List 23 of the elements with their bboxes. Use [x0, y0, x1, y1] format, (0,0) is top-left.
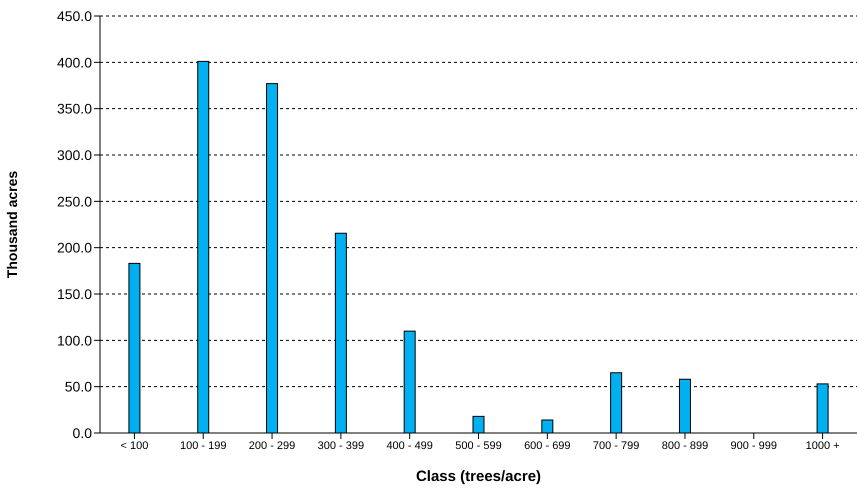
y-tick-label: 450.0 — [56, 8, 92, 24]
x-tick-label: 600 - 699 — [524, 440, 571, 452]
x-axis-title: Class (trees/acre) — [416, 468, 542, 485]
x-tick-label: 500 - 599 — [455, 440, 502, 452]
x-tick-label: 300 - 399 — [318, 440, 364, 452]
x-tick-label: 800 - 899 — [662, 440, 708, 452]
y-tick-label: 200.0 — [56, 240, 92, 256]
x-tick-label: 100 - 199 — [180, 440, 226, 452]
y-tick-label: 300.0 — [56, 146, 92, 163]
y-axis-title: Thousand acres — [4, 170, 20, 278]
x-tick-label: 200 - 299 — [248, 440, 296, 452]
y-tick-label: 150.0 — [56, 286, 92, 302]
x-tick-label: 400 - 499 — [386, 440, 433, 452]
x-tick-label: 1000 + — [806, 440, 840, 452]
y-tick-label: 50.0 — [64, 378, 92, 395]
y-tick-label: 100.0 — [56, 332, 92, 348]
x-tick-label: 900 - 999 — [730, 440, 778, 452]
y-tick-label: 250.0 — [56, 193, 92, 210]
y-tick-label: 0.0 — [72, 424, 92, 441]
x-tick-label: 700 - 799 — [592, 440, 640, 452]
y-tick-label: 400.0 — [56, 54, 92, 70]
x-tick-label: < 100 — [120, 440, 148, 452]
y-tick-label: 350.0 — [56, 100, 92, 117]
